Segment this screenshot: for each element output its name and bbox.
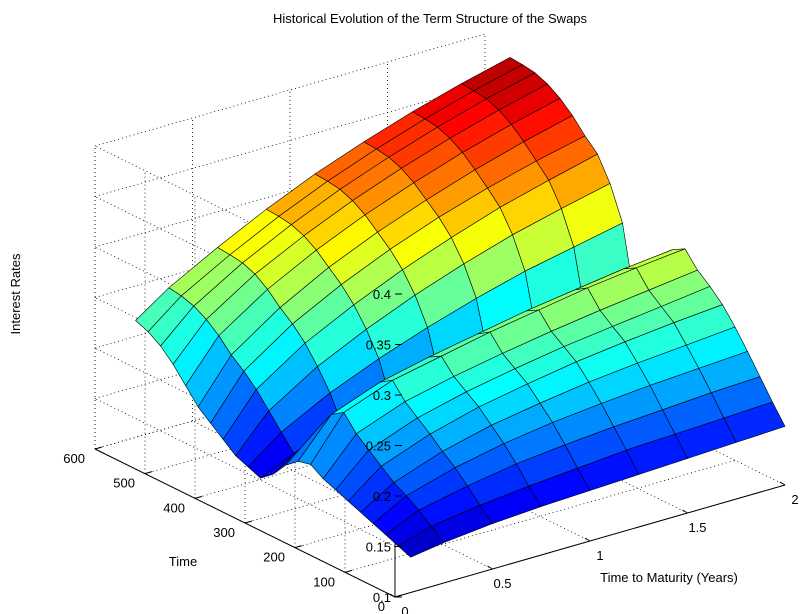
y-tick-mark: [244, 520, 253, 524]
y-tick-mark: [94, 446, 103, 450]
z-tick-label: 0.15: [366, 540, 391, 555]
x-tick-label: 1.5: [688, 520, 706, 535]
z-tick-label: 0.3: [373, 388, 391, 403]
y-axis-label: Time: [169, 554, 197, 569]
y-tick-label: 0: [378, 599, 385, 614]
y-tick-label: 400: [163, 500, 185, 515]
y-tick-mark: [144, 471, 153, 475]
z-tick-label: 0.1: [373, 590, 391, 605]
axis-ticks: 0.1 0.15 0.2 0.25 0.3 0.35 0.4 0 100 200 300 400 500…: [63, 287, 798, 614]
z-tick-label: 0.25: [366, 439, 391, 454]
z-tick-label: 0.35: [366, 338, 391, 353]
x-tick-mark: [584, 537, 591, 542]
y-tick-mark: [344, 569, 353, 573]
z-tick-label: 0.4: [373, 287, 391, 302]
y-tick-mark: [294, 545, 303, 549]
x-axis-label: Time to Maturity (Years): [600, 570, 738, 585]
z-tick-label: 0.2: [373, 489, 391, 504]
chart-title: Historical Evolution of the Term Structu…: [273, 11, 588, 26]
x-tick-mark: [389, 593, 396, 598]
z-axis-label: Interest Rates: [8, 253, 23, 334]
y-tick-label: 600: [63, 451, 85, 466]
surface: [135, 57, 786, 558]
x-tick-label: 1: [596, 548, 603, 563]
x-tick-label: 2: [791, 492, 798, 507]
y-tick-mark: [394, 594, 403, 598]
y-tick-label: 500: [113, 476, 135, 491]
x-tick-mark: [682, 509, 688, 514]
y-tick-label: 300: [213, 525, 235, 540]
x-tick-mark: [779, 481, 786, 486]
y-tick-mark: [194, 495, 203, 499]
surface-patch: [397, 525, 445, 558]
x-tick-label: 0.5: [493, 576, 511, 591]
y-tick-label: 200: [263, 550, 285, 565]
x-tick-label: 0: [401, 604, 408, 614]
y-tick-label: 100: [313, 574, 335, 589]
x-tick-mark: [487, 565, 493, 570]
